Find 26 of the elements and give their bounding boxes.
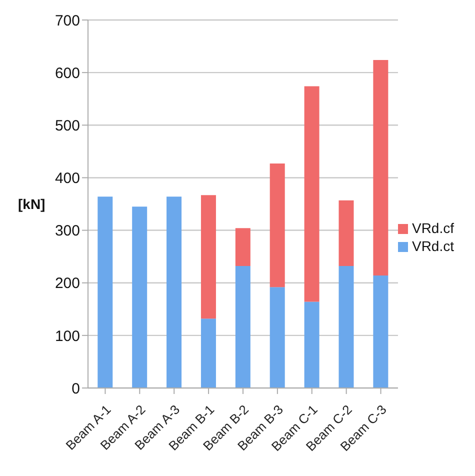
legend-label: VRd.cf [412, 220, 454, 236]
bar [373, 60, 388, 276]
bar [98, 196, 113, 388]
y-axis-title: [kN] [18, 196, 46, 212]
y-tick-label: 0 [72, 380, 80, 398]
bar [132, 206, 148, 388]
bar [304, 86, 320, 302]
y-tick-label: 700 [54, 12, 80, 30]
bar [338, 200, 354, 266]
legend-label: VRd.ct [412, 238, 454, 254]
y-tick-label: 600 [54, 64, 80, 82]
bar [270, 164, 285, 288]
bar [235, 228, 250, 266]
y-tick-label: 400 [54, 170, 80, 188]
bar [338, 266, 354, 388]
bar [270, 287, 285, 388]
bar [373, 275, 388, 388]
y-tick-label: 300 [54, 222, 80, 240]
y-tick-label: 200 [54, 275, 80, 292]
bar [200, 195, 216, 319]
y-tick-label: 100 [54, 328, 80, 345]
y-tick-label: 500 [54, 117, 80, 134]
bar [304, 302, 320, 388]
bar [166, 196, 182, 388]
bar [235, 266, 250, 388]
bar [200, 318, 216, 388]
